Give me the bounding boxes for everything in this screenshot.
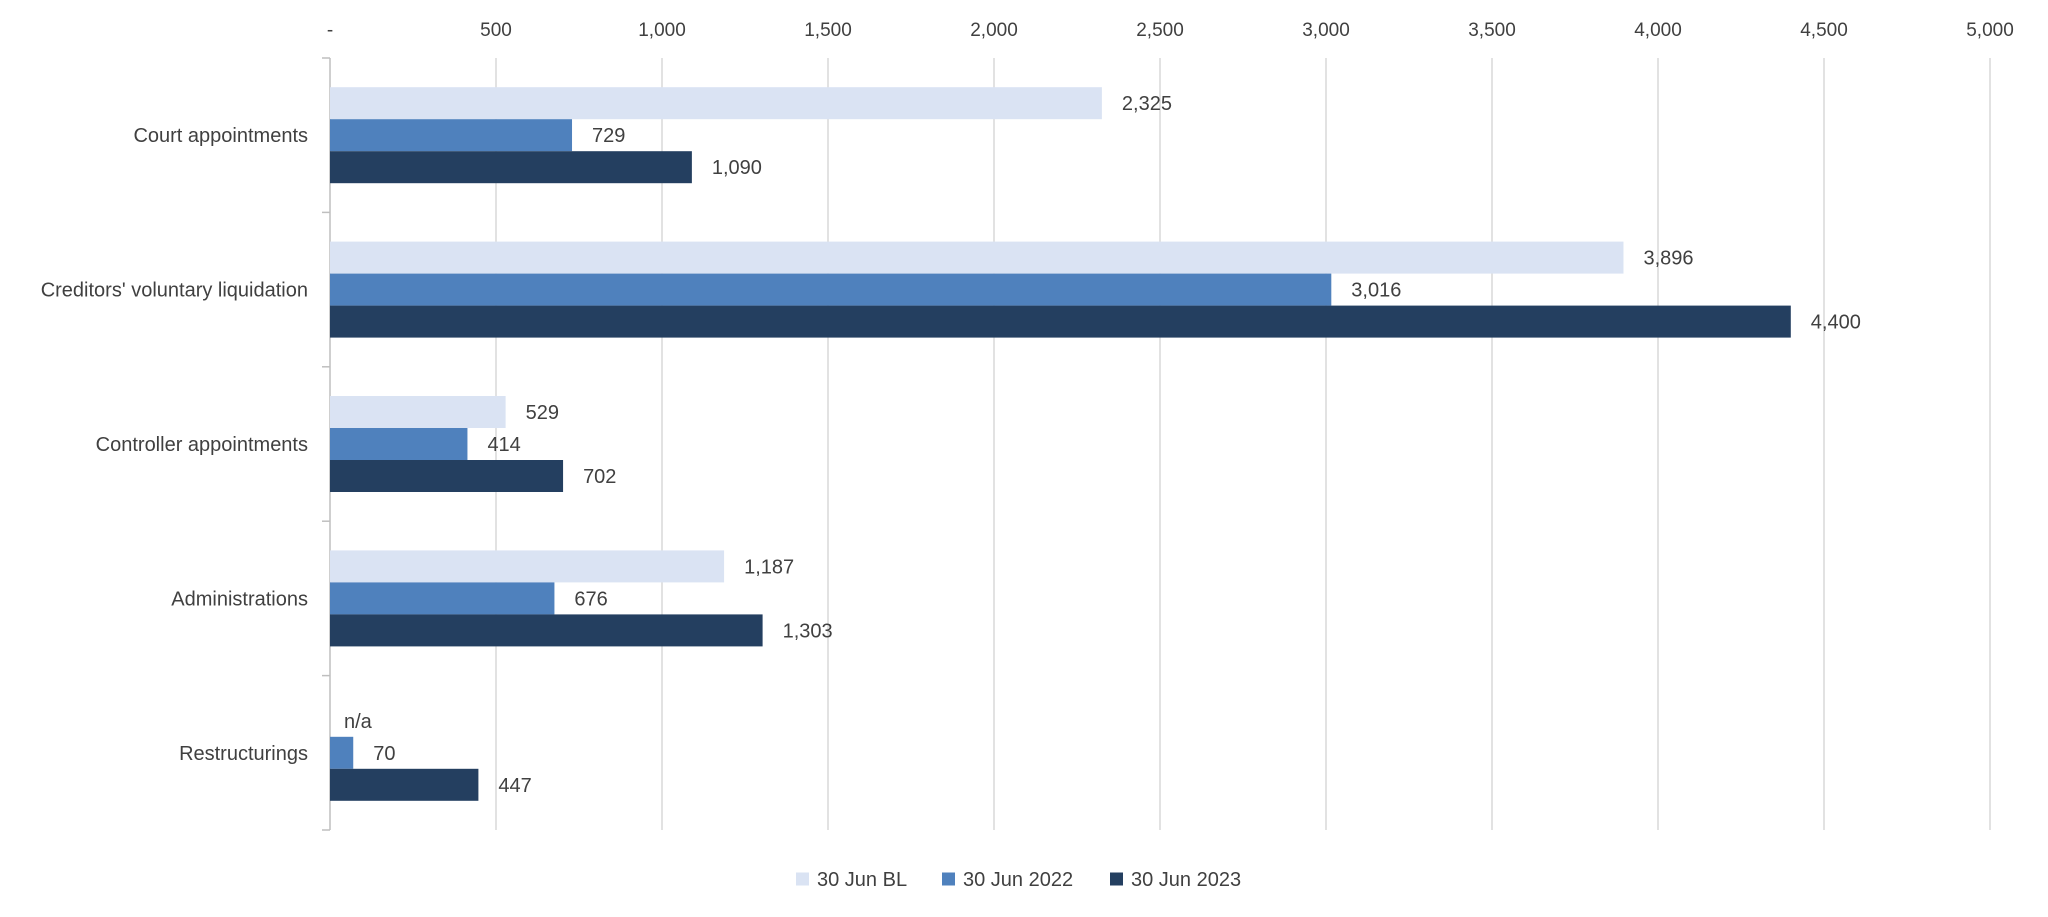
bar xyxy=(330,736,354,769)
data-label: 4,400 xyxy=(1811,312,1861,334)
data-label: 676 xyxy=(574,588,607,610)
bar xyxy=(330,151,692,184)
x-tick-label: 1,000 xyxy=(638,20,686,41)
grid-lines xyxy=(495,58,1991,830)
x-tick-label: 2,000 xyxy=(970,20,1018,41)
bar xyxy=(330,550,725,583)
bar xyxy=(330,768,479,801)
x-tick-label: 4,000 xyxy=(1634,20,1682,41)
data-label: 3,016 xyxy=(1351,280,1401,302)
x-tick-label: 3,000 xyxy=(1302,20,1350,41)
data-label: 1,303 xyxy=(783,620,833,642)
bar xyxy=(330,428,468,460)
legend-swatch xyxy=(942,872,955,886)
data-label: 702 xyxy=(583,466,616,488)
x-tick-label: 500 xyxy=(480,20,512,41)
legend-label: 30 Jun 2022 xyxy=(963,869,1073,891)
bar xyxy=(330,119,573,152)
y-axis xyxy=(322,57,331,831)
category-label: Restructurings xyxy=(179,743,308,765)
bar xyxy=(330,241,1624,274)
legend: 30 Jun BL 30 Jun 2022 30 Jun 2023 xyxy=(796,869,1241,891)
data-label: 529 xyxy=(526,402,559,424)
data-label: 1,090 xyxy=(712,157,762,179)
bar xyxy=(330,396,506,428)
data-label: 414 xyxy=(487,434,520,456)
bar xyxy=(330,582,555,615)
data-label: 2,325 xyxy=(1122,93,1172,115)
legend-swatch xyxy=(796,872,809,886)
x-axis-ticks: - 500 1,000 1,500 2,000 2,500 3,000 3,500 4,000 4… xyxy=(327,20,2014,41)
x-tick-label: 5,000 xyxy=(1966,20,2014,41)
data-label: 1,187 xyxy=(744,556,794,578)
data-label: 70 xyxy=(373,743,395,765)
x-tick-label: 4,500 xyxy=(1800,20,1848,41)
x-tick-label: - xyxy=(327,20,333,41)
category-label: Court appointments xyxy=(133,125,308,147)
data-label: n/a xyxy=(344,711,373,733)
data-label: 447 xyxy=(498,775,531,797)
category-label: Administrations xyxy=(171,588,308,610)
x-tick-label: 2,500 xyxy=(1136,20,1184,41)
bar xyxy=(330,305,1791,338)
bar xyxy=(330,87,1102,120)
bar xyxy=(330,614,763,647)
category-label: Controller appointments xyxy=(96,434,308,456)
legend-swatch xyxy=(1110,872,1123,886)
category-label: Creditors' voluntary liquidation xyxy=(41,280,308,302)
category-labels: Court appointments Creditors' voluntary l… xyxy=(41,125,308,765)
bar xyxy=(330,460,564,492)
bars xyxy=(330,87,1791,801)
x-tick-label: 3,500 xyxy=(1468,20,1516,41)
legend-label: 30 Jun 2023 xyxy=(1131,869,1241,891)
x-tick-label: 1,500 xyxy=(804,20,852,41)
data-label: 729 xyxy=(592,125,625,147)
data-label: 3,896 xyxy=(1643,248,1693,270)
data-labels: 2,325 729 1,090 3,896 3,016 4,400 529 414 702 1,1… xyxy=(344,93,1861,797)
bar xyxy=(330,273,1332,306)
legend-label: 30 Jun BL xyxy=(817,869,907,891)
